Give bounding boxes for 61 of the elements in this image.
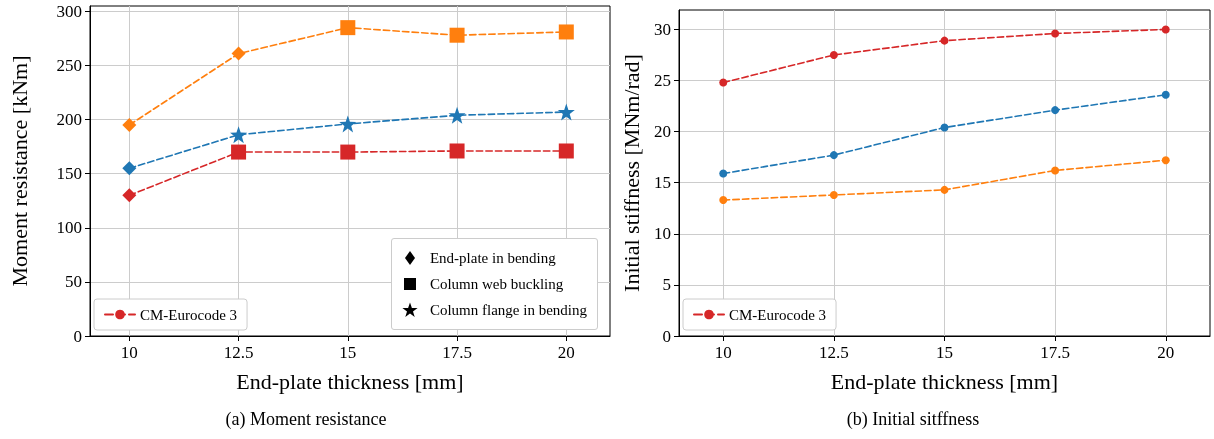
- y-tick-label: 150: [56, 164, 82, 184]
- x-tick-label: 15: [339, 343, 357, 362]
- y-tick-label: 30: [654, 19, 671, 39]
- y-axis-title: Moment resistance [kNm]: [6, 55, 32, 287]
- annotation: Column flange in bending: [429, 301, 587, 319]
- point: [1161, 156, 1170, 165]
- y-tick-label: 0: [662, 326, 671, 346]
- y-tick-label: 200: [56, 110, 82, 130]
- x-tick-label: 10: [714, 343, 732, 362]
- y-tick-label: 25: [654, 71, 671, 91]
- legend-box: End-plate in bending Column web buckling Column flange in bending: [390, 238, 598, 330]
- point: [1161, 90, 1170, 99]
- point: [940, 185, 949, 194]
- point: [1051, 166, 1060, 175]
- point: [940, 123, 949, 132]
- point: [829, 190, 838, 199]
- point: [122, 118, 137, 133]
- x-axis-title: End-plate thickness [mm]: [236, 368, 464, 394]
- text: (b) Initial sitffness: [846, 409, 980, 430]
- point: [829, 50, 838, 59]
- point: [449, 143, 465, 159]
- x-tick-label: 17.5: [1040, 343, 1070, 362]
- x-axis-title: End-plate thickness [mm]: [830, 368, 1059, 394]
- legend-label: CM-Eurocode 3: [140, 306, 238, 323]
- x-tick-label: 20: [557, 343, 575, 362]
- text: (a) Moment resistance: [225, 409, 387, 430]
- x-tick-label: 12.5: [819, 343, 849, 362]
- point: [1161, 25, 1170, 34]
- y-tick-label: 300: [56, 1, 82, 21]
- point: [558, 143, 574, 159]
- point: [557, 103, 575, 121]
- x-tick-label: 12.5: [223, 343, 254, 362]
- y-tick-label: 50: [65, 272, 82, 292]
- y-tick-label: 0: [73, 326, 82, 346]
- point: [719, 169, 728, 178]
- x-tick-label: 15: [936, 343, 953, 362]
- y-tick-label: 100: [56, 218, 82, 238]
- y-tick-label: 5: [662, 275, 671, 295]
- point: [230, 126, 248, 144]
- x-tick-label: 17.5: [442, 343, 472, 362]
- x-tick-label: 10: [120, 343, 138, 362]
- point: [719, 196, 728, 205]
- annotation: End-plate in bending: [429, 249, 556, 267]
- y-tick-label: 15: [654, 173, 671, 193]
- x-tick-label: 20: [1157, 343, 1175, 362]
- y-tick-label: 10: [654, 224, 671, 244]
- point: [231, 144, 247, 160]
- point: [339, 115, 357, 133]
- point: [829, 151, 838, 160]
- point: [940, 36, 949, 45]
- point: [719, 78, 728, 87]
- y-tick-label: 20: [654, 122, 671, 142]
- y-axis-title: Initial stiffness [MNm/rad]: [618, 54, 644, 292]
- annotation: Column web buckling: [429, 275, 564, 293]
- point: [448, 106, 466, 124]
- point: [340, 144, 356, 160]
- point: [231, 46, 246, 61]
- point: [1051, 106, 1060, 115]
- point: [1051, 29, 1060, 38]
- legend-label: CM-Eurocode 3: [729, 306, 827, 323]
- y-tick-label: 250: [56, 56, 82, 76]
